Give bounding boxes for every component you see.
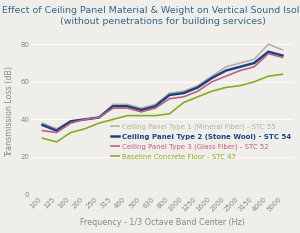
X-axis label: Frequency - 1/3 Octave Band Center (Hz): Frequency - 1/3 Octave Band Center (Hz) xyxy=(80,219,245,227)
Ceiling Panel Type 2 (Stone Wool) - STC 54 xyxy=(238,65,242,68)
Ceiling Panel Type 1 (Mineral Fiber) - STC 55 xyxy=(111,103,115,106)
Ceiling Panel Type 3 (Glass Fiber) - STC 52 xyxy=(140,110,143,113)
Ceiling Panel Type 2 (Stone Wool) - STC 54 xyxy=(168,94,171,96)
Ceiling Panel Type 1 (Mineral Fiber) - STC 55 xyxy=(196,84,200,87)
Ceiling Panel Type 1 (Mineral Fiber) - STC 55 xyxy=(154,103,157,106)
Ceiling Panel Type 3 (Glass Fiber) - STC 52 xyxy=(196,90,200,93)
Title: Effect of Ceiling Panel Material & Weight on Vertical Sound Isolation
(without p: Effect of Ceiling Panel Material & Weigh… xyxy=(2,6,300,26)
Ceiling Panel Type 3 (Glass Fiber) - STC 52 xyxy=(252,65,256,68)
Line: Ceiling Panel Type 1 (Mineral Fiber) - STC 55: Ceiling Panel Type 1 (Mineral Fiber) - S… xyxy=(43,44,282,129)
Ceiling Panel Type 1 (Mineral Fiber) - STC 55 xyxy=(252,58,256,61)
Baseline Concrete Floor - STC 47 xyxy=(154,114,157,117)
Baseline Concrete Floor - STC 47 xyxy=(83,127,87,130)
Ceiling Panel Type 3 (Glass Fiber) - STC 52 xyxy=(41,129,44,132)
Baseline Concrete Floor - STC 47 xyxy=(280,73,284,76)
Ceiling Panel Type 1 (Mineral Fiber) - STC 55 xyxy=(168,92,171,95)
Ceiling Panel Type 3 (Glass Fiber) - STC 52 xyxy=(154,107,157,110)
Ceiling Panel Type 1 (Mineral Fiber) - STC 55 xyxy=(266,43,270,46)
Ceiling Panel Type 3 (Glass Fiber) - STC 52 xyxy=(210,80,214,83)
Ceiling Panel Type 3 (Glass Fiber) - STC 52 xyxy=(111,107,115,110)
Ceiling Panel Type 2 (Stone Wool) - STC 54 xyxy=(266,50,270,53)
Ceiling Panel Type 1 (Mineral Fiber) - STC 55 xyxy=(97,116,101,119)
Baseline Concrete Floor - STC 47 xyxy=(252,80,256,83)
Ceiling Panel Type 1 (Mineral Fiber) - STC 55 xyxy=(224,65,228,68)
Baseline Concrete Floor - STC 47 xyxy=(168,112,171,115)
Ceiling Panel Type 2 (Stone Wool) - STC 54 xyxy=(69,120,73,123)
Ceiling Panel Type 3 (Glass Fiber) - STC 52 xyxy=(168,97,171,100)
Ceiling Panel Type 2 (Stone Wool) - STC 54 xyxy=(182,92,185,95)
Baseline Concrete Floor - STC 47 xyxy=(125,114,129,117)
Ceiling Panel Type 1 (Mineral Fiber) - STC 55 xyxy=(69,120,73,123)
Baseline Concrete Floor - STC 47 xyxy=(97,122,101,125)
Ceiling Panel Type 3 (Glass Fiber) - STC 52 xyxy=(238,69,242,72)
Baseline Concrete Floor - STC 47 xyxy=(111,118,115,121)
Ceiling Panel Type 3 (Glass Fiber) - STC 52 xyxy=(97,116,101,119)
Ceiling Panel Type 3 (Glass Fiber) - STC 52 xyxy=(280,56,284,59)
Ceiling Panel Type 1 (Mineral Fiber) - STC 55 xyxy=(125,103,129,106)
Ceiling Panel Type 2 (Stone Wool) - STC 54 xyxy=(83,118,87,121)
Ceiling Panel Type 2 (Stone Wool) - STC 54 xyxy=(111,105,115,108)
Baseline Concrete Floor - STC 47 xyxy=(210,90,214,93)
Legend: Ceiling Panel Type 1 (Mineral Fiber) - STC 55, Ceiling Panel Type 2 (Stone Wool): Ceiling Panel Type 1 (Mineral Fiber) - S… xyxy=(111,123,291,160)
Ceiling Panel Type 3 (Glass Fiber) - STC 52 xyxy=(182,96,185,98)
Ceiling Panel Type 2 (Stone Wool) - STC 54 xyxy=(252,62,256,64)
Ceiling Panel Type 3 (Glass Fiber) - STC 52 xyxy=(125,107,129,110)
Line: Baseline Concrete Floor - STC 47: Baseline Concrete Floor - STC 47 xyxy=(43,74,282,142)
Ceiling Panel Type 2 (Stone Wool) - STC 54 xyxy=(224,69,228,72)
Ceiling Panel Type 2 (Stone Wool) - STC 54 xyxy=(280,54,284,57)
Ceiling Panel Type 3 (Glass Fiber) - STC 52 xyxy=(266,52,270,55)
Ceiling Panel Type 2 (Stone Wool) - STC 54 xyxy=(55,129,58,132)
Ceiling Panel Type 1 (Mineral Fiber) - STC 55 xyxy=(182,90,185,93)
Baseline Concrete Floor - STC 47 xyxy=(55,140,58,143)
Baseline Concrete Floor - STC 47 xyxy=(41,137,44,140)
Ceiling Panel Type 1 (Mineral Fiber) - STC 55 xyxy=(41,122,44,125)
Line: Ceiling Panel Type 3 (Glass Fiber) - STC 52: Ceiling Panel Type 3 (Glass Fiber) - STC… xyxy=(43,54,282,133)
Ceiling Panel Type 2 (Stone Wool) - STC 54 xyxy=(125,105,129,108)
Ceiling Panel Type 2 (Stone Wool) - STC 54 xyxy=(41,124,44,127)
Ceiling Panel Type 2 (Stone Wool) - STC 54 xyxy=(154,105,157,108)
Ceiling Panel Type 1 (Mineral Fiber) - STC 55 xyxy=(83,118,87,121)
Ceiling Panel Type 2 (Stone Wool) - STC 54 xyxy=(210,77,214,79)
Ceiling Panel Type 3 (Glass Fiber) - STC 52 xyxy=(69,122,73,125)
Ceiling Panel Type 3 (Glass Fiber) - STC 52 xyxy=(83,118,87,121)
Ceiling Panel Type 2 (Stone Wool) - STC 54 xyxy=(97,116,101,119)
Ceiling Panel Type 1 (Mineral Fiber) - STC 55 xyxy=(280,48,284,51)
Ceiling Panel Type 1 (Mineral Fiber) - STC 55 xyxy=(55,127,58,130)
Ceiling Panel Type 3 (Glass Fiber) - STC 52 xyxy=(224,75,228,78)
Ceiling Panel Type 1 (Mineral Fiber) - STC 55 xyxy=(140,107,143,110)
Ceiling Panel Type 3 (Glass Fiber) - STC 52 xyxy=(55,131,58,134)
Ceiling Panel Type 1 (Mineral Fiber) - STC 55 xyxy=(210,75,214,78)
Baseline Concrete Floor - STC 47 xyxy=(238,84,242,87)
Line: Ceiling Panel Type 2 (Stone Wool) - STC 54: Ceiling Panel Type 2 (Stone Wool) - STC … xyxy=(43,52,282,131)
Baseline Concrete Floor - STC 47 xyxy=(140,114,143,117)
Baseline Concrete Floor - STC 47 xyxy=(266,75,270,78)
Ceiling Panel Type 1 (Mineral Fiber) - STC 55 xyxy=(238,62,242,64)
Ceiling Panel Type 2 (Stone Wool) - STC 54 xyxy=(140,109,143,111)
Ceiling Panel Type 2 (Stone Wool) - STC 54 xyxy=(196,86,200,89)
Y-axis label: Transmission Loss (dB): Transmission Loss (dB) xyxy=(6,66,15,158)
Baseline Concrete Floor - STC 47 xyxy=(224,86,228,89)
Baseline Concrete Floor - STC 47 xyxy=(196,96,200,98)
Baseline Concrete Floor - STC 47 xyxy=(69,131,73,134)
Baseline Concrete Floor - STC 47 xyxy=(182,101,185,104)
